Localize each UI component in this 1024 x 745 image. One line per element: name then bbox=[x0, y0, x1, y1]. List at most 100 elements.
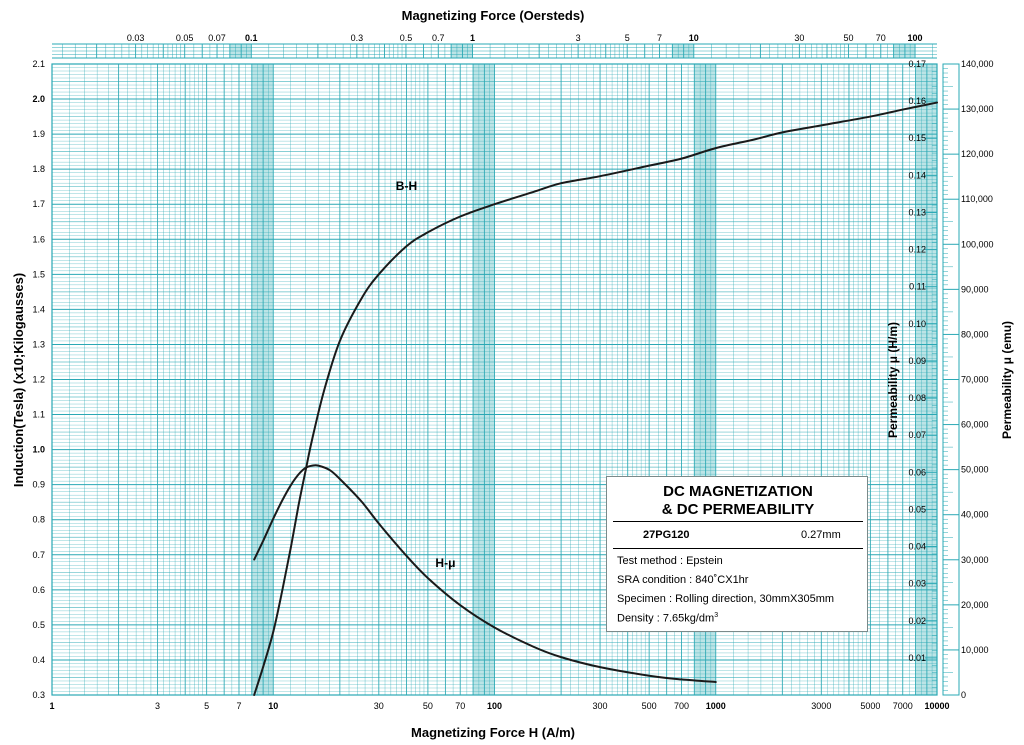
y-left-tick-label: 1.9 bbox=[32, 129, 45, 139]
y-right-hm-tick-label: 0.07 bbox=[908, 430, 926, 440]
y-right-hm-tick-label: 0.02 bbox=[908, 616, 926, 626]
top-tick-label: 0.1 bbox=[245, 33, 258, 43]
top-tick-label: 0.07 bbox=[208, 33, 226, 43]
y-right-hm-tick-label: 0.11 bbox=[909, 282, 926, 292]
y-left-tick-label: 0.3 bbox=[32, 690, 45, 700]
tick-labels: 1 3 5 7 10 30 50 70 100 300 500 700 1000 3000 5000 7000… bbox=[32, 33, 993, 711]
info-thickness: 0.27mm bbox=[801, 529, 841, 541]
info-title-line1: DC MAGNETIZATION bbox=[663, 483, 813, 500]
top-tick-label: 5 bbox=[625, 33, 630, 43]
x-tick-label: 70 bbox=[455, 701, 465, 711]
y-right-emu-tick-label: 50,000 bbox=[961, 465, 989, 475]
bh-curve-label: B-H bbox=[396, 179, 417, 193]
x-tick-label: 30 bbox=[374, 701, 384, 711]
y-left-tick-label: 1.8 bbox=[32, 164, 45, 174]
info-density-text: Density : 7.65kg/dm bbox=[617, 612, 715, 625]
top-tick-label: 1 bbox=[470, 33, 475, 43]
y-right-hm-tick-label: 0.04 bbox=[908, 542, 926, 552]
x-tick-label: 100 bbox=[487, 701, 502, 711]
y-left-tick-label: 1.0 bbox=[32, 445, 45, 455]
y-right-emu-tick-label: 90,000 bbox=[961, 284, 989, 294]
bh-curve bbox=[253, 101, 938, 696]
info-density: Density : 7.65kg/dm3 bbox=[617, 612, 718, 625]
y-right-emu-tick-label: 40,000 bbox=[961, 510, 989, 520]
h-mu-curve-label: H-μ bbox=[435, 556, 455, 570]
y-right-hm-tick-label: 0.03 bbox=[908, 579, 926, 589]
x-axis-title: Magnetizing Force H (A/m) bbox=[411, 725, 575, 740]
top-tick-label: 3 bbox=[576, 33, 581, 43]
top-tick-label: 0.5 bbox=[400, 33, 413, 43]
y-right-hm-tick-label: 0.06 bbox=[908, 467, 926, 477]
info-divider-2 bbox=[613, 548, 863, 549]
info-grade: 27PG120 bbox=[643, 529, 690, 541]
y-right-emu-tick-label: 0 bbox=[961, 690, 966, 700]
y-left-tick-label: 1.4 bbox=[32, 304, 45, 314]
y-right-hm-tick-label: 0.05 bbox=[908, 504, 926, 514]
y-right-hm-tick-label: 0.17 bbox=[908, 59, 926, 69]
y-right-hm-tick-label: 0.12 bbox=[908, 245, 926, 255]
y-left-tick-label: 0.9 bbox=[32, 480, 45, 490]
y-right-emu-tick-label: 120,000 bbox=[961, 149, 994, 159]
top-tick-label: 100 bbox=[908, 33, 923, 43]
x-tick-label: 50 bbox=[423, 701, 433, 711]
info-density-unit-sup: 3 bbox=[714, 612, 719, 619]
x-tick-label: 5 bbox=[204, 701, 209, 711]
x-tick-label: 700 bbox=[674, 701, 689, 711]
y-right-emu-tick-label: 20,000 bbox=[961, 600, 989, 610]
info-sra-condition: SRA condition : 840˚CX1hr bbox=[617, 574, 749, 586]
y-left-tick-label: 0.7 bbox=[32, 550, 45, 560]
top-axis-title: Magnetizing Force (Oersteds) bbox=[402, 8, 585, 23]
y-right-hm-tick-label: 0.08 bbox=[908, 393, 926, 403]
info-test-method: Test method : Epstein bbox=[617, 555, 723, 567]
top-tick-label: 50 bbox=[843, 33, 853, 43]
x-tick-label: 7000 bbox=[893, 701, 913, 711]
y-left-tick-label: 1.7 bbox=[32, 199, 45, 209]
y-right-emu-tick-label: 30,000 bbox=[961, 555, 989, 565]
x-tick-label: 1000 bbox=[706, 701, 726, 711]
y-right-hm-tick-label: 0.15 bbox=[908, 133, 926, 143]
y-right-emu-tick-label: 140,000 bbox=[961, 59, 994, 69]
curves-layer bbox=[253, 101, 938, 696]
legend-info-box: DC MAGNETIZATION & DC PERMEABILITY 27PG1… bbox=[606, 476, 868, 632]
top-tick-label: 0.03 bbox=[127, 33, 145, 43]
y-right-hm-tick-label: 0.14 bbox=[908, 170, 926, 180]
y-axis-right-emu-title: Permeability μ (emu) bbox=[1000, 321, 1014, 439]
x-tick-label: 10 bbox=[268, 701, 278, 711]
top-tick-label: 0.3 bbox=[351, 33, 364, 43]
x-tick-label: 3000 bbox=[811, 701, 831, 711]
y-left-tick-label: 1.1 bbox=[32, 410, 45, 420]
y-right-emu-tick-label: 130,000 bbox=[961, 104, 994, 114]
x-tick-label: 3 bbox=[155, 701, 160, 711]
top-tick-label: 7 bbox=[657, 33, 662, 43]
x-tick-label: 500 bbox=[642, 701, 657, 711]
y-right-emu-tick-label: 70,000 bbox=[961, 375, 989, 385]
y-right-hm-tick-label: 0.09 bbox=[908, 356, 926, 366]
top-tick-label: 0.05 bbox=[176, 33, 194, 43]
y-right-emu-tick-label: 60,000 bbox=[961, 420, 989, 430]
y-right-emu-tick-label: 110,000 bbox=[961, 194, 993, 204]
y-right-hm-tick-label: 0.01 bbox=[908, 653, 926, 663]
info-divider bbox=[613, 521, 863, 522]
x-tick-label: 1 bbox=[49, 701, 54, 711]
info-title-line2: & DC PERMEABILITY bbox=[661, 501, 815, 518]
h-mu-curve bbox=[253, 464, 717, 684]
y-left-tick-label: 1.5 bbox=[32, 269, 45, 279]
y-right-emu-tick-label: 100,000 bbox=[961, 239, 994, 249]
x-tick-label: 10000 bbox=[924, 701, 949, 711]
plot-frame bbox=[51, 63, 938, 696]
top-axis-strip bbox=[52, 43, 937, 59]
y-axis-right-hm-title: Permeability μ (H/m) bbox=[886, 322, 900, 438]
y-left-tick-label: 2.0 bbox=[32, 94, 45, 104]
x-tick-label: 7 bbox=[236, 701, 241, 711]
top-tick-label: 0.7 bbox=[432, 33, 445, 43]
y-right-hm-tick-label: 0.13 bbox=[908, 207, 926, 217]
y-left-tick-label: 1.3 bbox=[32, 339, 45, 349]
top-tick-label: 70 bbox=[876, 33, 886, 43]
y-left-tick-label: 0.6 bbox=[32, 585, 45, 595]
y-axis-left-title: Induction(Tesla) (x10;Kilogausses) bbox=[11, 273, 26, 487]
x-tick-label: 5000 bbox=[860, 701, 880, 711]
y-right-hm-tick-label: 0.10 bbox=[908, 319, 926, 329]
y-left-tick-label: 0.8 bbox=[32, 515, 45, 525]
y-left-tick-label: 2.1 bbox=[32, 59, 45, 69]
